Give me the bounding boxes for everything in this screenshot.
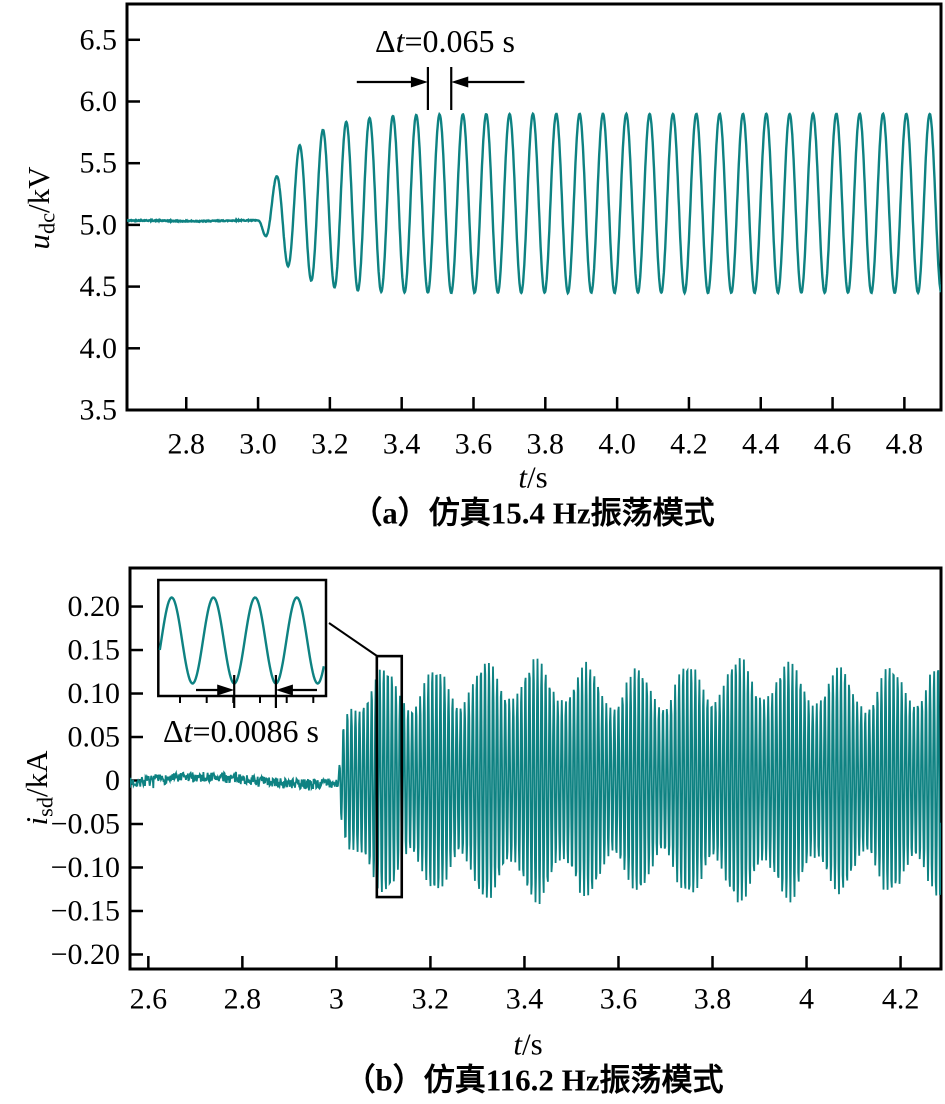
- x-tick-label-a: 2.8: [167, 428, 205, 461]
- y-tick-label-b: 0.20: [68, 590, 121, 623]
- x-axis-label-b-unit: /s: [521, 1026, 543, 1062]
- x-tick-label-b: 2.8: [224, 983, 262, 1016]
- x-tick-label-a: 3.2: [311, 428, 349, 461]
- axes-a: 2.8 3.0 3.2 3.4 3.6 3.8 4.0 4.2 4.4 4.6 4.8 3.5 4.0 4…: [80, 2, 943, 461]
- y-axis-label-a-sub: dc: [34, 212, 60, 235]
- y-tick-label-b: 0.15: [68, 634, 121, 667]
- x-tick-label-a: 3.4: [383, 428, 421, 461]
- y-tick-label-b: 0.05: [68, 721, 121, 754]
- caption-a: （a）仿真15.4 Hz振荡模式: [351, 495, 715, 531]
- inset-b: [157, 578, 328, 708]
- annotation-b-rest: =0.0086 s: [192, 713, 319, 749]
- annotation-a-var: t: [395, 23, 405, 59]
- annotation-b-var: t: [183, 713, 193, 749]
- annotation-a-delta: Δ: [375, 23, 396, 59]
- y-axis-label-b-unit: /kA: [19, 750, 55, 798]
- x-tick-label-a: 4.4: [742, 428, 780, 461]
- axes-b: 2.6 2.8 3 3.2 3.4 3.6 3.8 4 4.2 −0.20 −0.15 −0.10 −0…: [51, 566, 943, 1016]
- x-axis-label-b: t/s: [513, 1029, 542, 1060]
- x-tick-label-a: 4.0: [598, 428, 636, 461]
- delta-annotation-a: [356, 67, 525, 110]
- x-tick-label-b: 2.6: [130, 983, 168, 1016]
- inset-box-b: [157, 578, 328, 698]
- callout-leader-line-b: [328, 622, 378, 657]
- y-tick-label-a: 4.0: [80, 332, 118, 365]
- x-tick-label-b: 3.8: [694, 983, 732, 1016]
- y-tick-label-b: 0.10: [68, 677, 121, 710]
- delta-arrow-right-a-head: [451, 76, 469, 88]
- x-tick-label-a: 3.0: [239, 428, 277, 461]
- delta-t-annotation-a: Δt=0.065 s: [375, 25, 515, 57]
- y-tick-label-b: −0.10: [51, 851, 120, 884]
- x-tick-label-a: 3.8: [527, 428, 565, 461]
- x-tick-label-b: 4.2: [882, 983, 920, 1016]
- y-axis-label-b-var: i: [19, 816, 55, 826]
- x-axis-label-a-var: t: [518, 459, 527, 495]
- y-axis-label-a: udc/kV: [21, 166, 60, 250]
- y-tick-label-a: 6.5: [80, 23, 118, 56]
- annotation-b-delta: Δ: [163, 713, 184, 749]
- annotation-a-rest: =0.065 s: [404, 23, 515, 59]
- y-tick-label-b: −0.05: [51, 807, 120, 840]
- y-tick-label-b: −0.20: [51, 938, 120, 971]
- x-tick-label-b: 3.2: [412, 983, 450, 1016]
- callout-rect-b: [375, 654, 404, 899]
- y-tick-label-a: 3.5: [80, 394, 118, 427]
- y-tick-label-a: 5.0: [80, 208, 118, 241]
- y-tick-label-a: 6.0: [80, 85, 118, 118]
- x-axis-label-b-var: t: [513, 1026, 522, 1062]
- waveform-b: [130, 658, 941, 905]
- x-tick-label-b: 3: [329, 983, 344, 1016]
- y-tick-label-a: 4.5: [80, 270, 118, 303]
- y-tick-label-b: 0: [105, 764, 120, 797]
- delta-t-annotation-b: Δt=0.0086 s: [163, 715, 319, 747]
- x-tick-label-a: 3.6: [455, 428, 493, 461]
- x-axis-label-a: t/s: [518, 462, 547, 493]
- delta-arrow-left-a-head: [410, 76, 428, 88]
- plot-box-b: [128, 566, 943, 971]
- plot-box-a: [125, 2, 943, 412]
- inset-delta-arrow-left-b-head: [217, 684, 235, 696]
- inset-waveform-b: [158, 596, 325, 685]
- waveform-a: [127, 111, 941, 296]
- caption-b: （b）仿真116.2 Hz振荡模式: [344, 1062, 724, 1098]
- x-tick-label-a: 4.6: [814, 428, 852, 461]
- x-tick-label-b: 3.4: [506, 983, 544, 1016]
- y-axis-label-a-unit: /kV: [21, 166, 57, 213]
- x-tick-label-a: 4.8: [886, 428, 924, 461]
- x-tick-label-b: 4: [799, 983, 814, 1016]
- y-tick-label-a: 5.5: [80, 147, 118, 180]
- x-axis-label-a-unit: /s: [526, 459, 548, 495]
- y-axis-label-b: isd/kA: [19, 750, 58, 826]
- y-axis-label-a-var: u: [21, 234, 57, 250]
- inset-delta-arrow-right-b-head: [275, 684, 293, 696]
- y-tick-label-b: −0.15: [51, 894, 120, 927]
- y-axis-label-b-sub: sd: [32, 797, 58, 817]
- x-tick-label-b: 3.6: [600, 983, 638, 1016]
- x-tick-label-a: 4.2: [670, 428, 708, 461]
